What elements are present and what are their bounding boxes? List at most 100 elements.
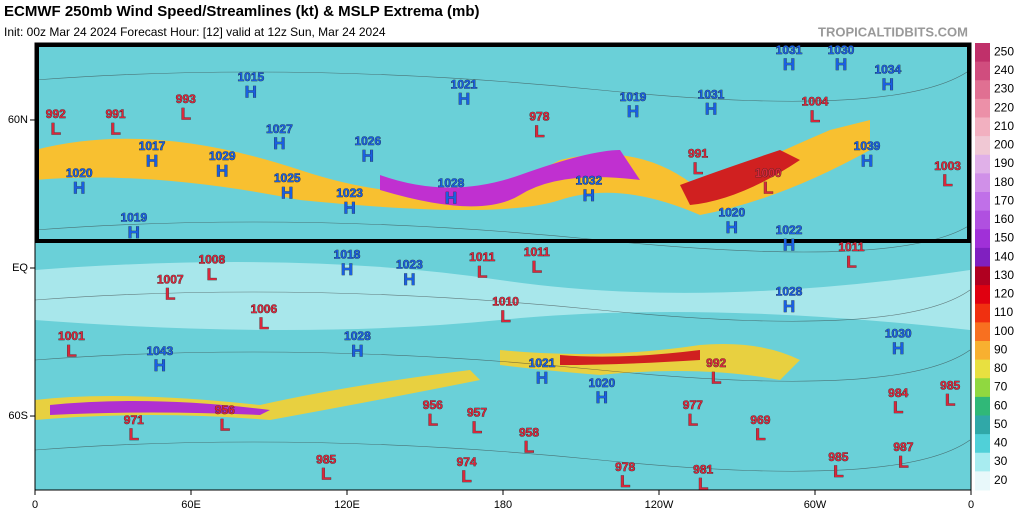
center-letter: L (66, 341, 76, 360)
colorbar-label: 40 (994, 436, 1008, 450)
center-letter: H (783, 235, 795, 254)
center-letter: H (343, 198, 355, 217)
colorbar-label: 50 (994, 417, 1008, 431)
center-pressure: 1027 (266, 122, 293, 136)
center-letter: H (536, 368, 548, 387)
colorbar-cell (975, 285, 990, 305)
colorbar-label: 90 (994, 342, 1008, 356)
center-letter: H (458, 90, 470, 109)
center-pressure: 984 (888, 386, 908, 400)
center-pressure: 977 (683, 398, 703, 412)
center-pressure: 1007 (157, 272, 184, 286)
colorbar-cell (975, 378, 990, 398)
center-letter: L (942, 171, 952, 190)
subtitle: Init: 00z Mar 24 2024 Forecast Hour: [12… (4, 25, 386, 39)
center-letter: H (783, 55, 795, 74)
center-pressure: 1001 (58, 329, 85, 343)
center-pressure: 1021 (529, 356, 556, 370)
center-pressure: 978 (529, 109, 549, 123)
center-letter: L (524, 438, 534, 457)
colorbar-cell (975, 61, 990, 81)
center-letter: L (763, 179, 773, 198)
lat-tick-label: EQ (12, 262, 28, 274)
center-pressure: 993 (176, 92, 196, 106)
center-pressure: 969 (750, 413, 770, 427)
center-pressure: 987 (893, 440, 913, 454)
center-letter: H (445, 188, 457, 207)
center-pressure: 1031 (776, 43, 803, 57)
center-pressure: 1030 (885, 327, 912, 341)
center-letter: H (596, 388, 608, 407)
title: ECMWF 250mb Wind Speed/Streamlines (kt) … (4, 3, 480, 20)
center-pressure: 971 (124, 413, 144, 427)
center-letter: L (207, 265, 217, 284)
colorbar-cell (975, 80, 990, 100)
colorbar-cell (975, 396, 990, 416)
colorbar-label: 110 (994, 305, 1013, 319)
colorbar-label: 170 (994, 193, 1014, 207)
center-letter: H (583, 186, 595, 205)
center-pressure: 1008 (198, 253, 225, 267)
center-pressure: 1018 (334, 248, 361, 262)
colorbar-label: 100 (994, 324, 1014, 338)
center-letter: L (181, 105, 191, 124)
center-pressure: 991 (106, 107, 126, 121)
center-letter: L (220, 415, 230, 434)
center-letter: H (281, 183, 293, 202)
colorbar-label: 60 (994, 398, 1008, 412)
colorbar-cell (975, 322, 990, 342)
center-letter: L (477, 262, 487, 281)
center-pressure: 978 (615, 460, 635, 474)
center-letter: L (461, 467, 471, 486)
center-pressure: 1043 (146, 344, 173, 358)
colorbar-label: 160 (994, 212, 1014, 226)
center-letter: H (705, 100, 717, 119)
lon-tick-label: 60E (181, 499, 201, 511)
center-letter: L (129, 425, 139, 444)
colorbar-cell (975, 247, 990, 267)
colorbar-cell (975, 359, 990, 379)
colorbar-label: 190 (994, 156, 1014, 170)
center-letter: H (403, 270, 415, 289)
center-letter: L (711, 368, 721, 387)
lon-tick-label: 0 (32, 499, 38, 511)
lat-tick-label: 60S (8, 410, 28, 422)
center-pressure: 981 (693, 462, 713, 476)
highlight-box (35, 43, 971, 243)
colorbar-cell (975, 266, 990, 286)
center-letter: L (698, 475, 708, 494)
center-letter: L (620, 472, 630, 491)
center-pressure: 1034 (874, 63, 901, 77)
center-letter: L (534, 122, 544, 141)
center-pressure: 956 (423, 398, 443, 412)
center-pressure: 1031 (698, 87, 725, 101)
colorbar-cell (975, 229, 990, 249)
center-letter: L (500, 307, 510, 326)
map-background (35, 43, 971, 490)
center-pressure: 1000 (755, 166, 782, 180)
center-pressure: 1010 (492, 295, 519, 309)
center-pressure: 1020 (718, 206, 745, 220)
center-pressure: 1028 (344, 329, 371, 343)
center-letter: H (627, 102, 639, 121)
center-pressure: 1021 (451, 77, 478, 91)
center-letter: H (362, 146, 374, 165)
watermark: TROPICALTIDBITS.COM (818, 24, 968, 39)
colorbar-label: 230 (994, 82, 1014, 96)
colorbar-cell (975, 154, 990, 174)
colorbar-cell (975, 192, 990, 212)
center-letter: L (893, 398, 903, 417)
colorbar-cell (975, 341, 990, 361)
center-pressure: 991 (688, 146, 708, 160)
colorbar-label: 210 (994, 119, 1014, 133)
center-letter: H (861, 151, 873, 170)
colorbar-cell (975, 452, 990, 472)
center-letter: L (693, 159, 703, 178)
center-pressure: 1023 (336, 186, 363, 200)
center-letter: H (73, 179, 85, 198)
colorbar-label: 200 (994, 138, 1014, 152)
colorbar-label: 30 (994, 454, 1008, 468)
center-letter: H (783, 297, 795, 316)
lon-tick-label: 120W (645, 499, 674, 511)
